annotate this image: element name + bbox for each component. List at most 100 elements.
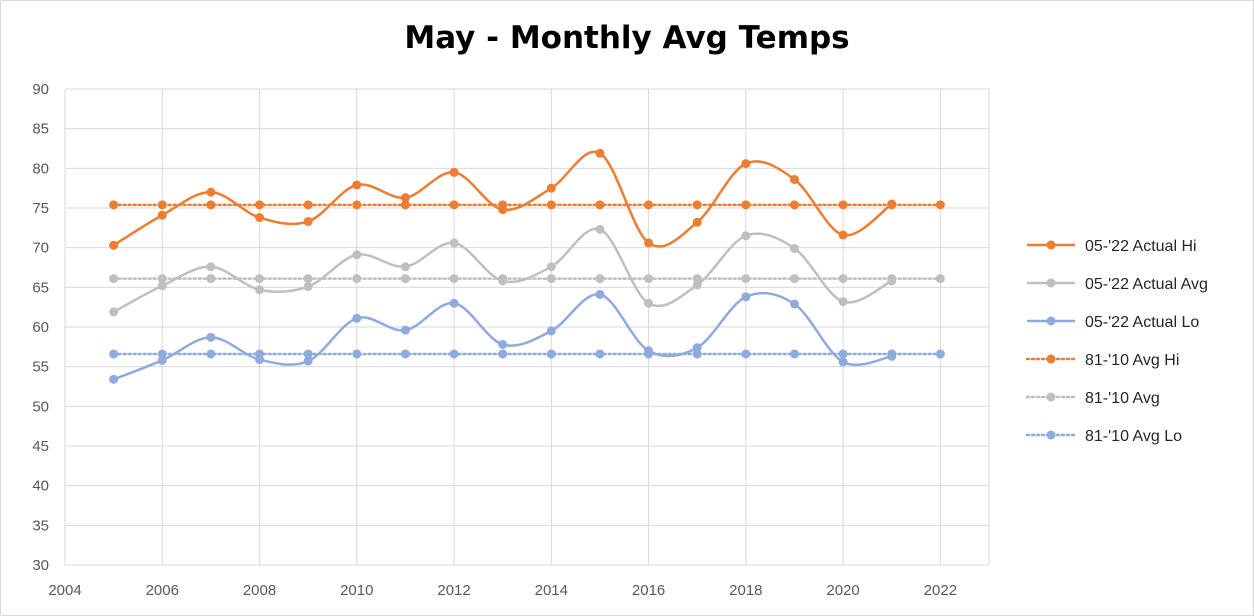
data-point <box>692 200 702 210</box>
data-point <box>109 274 119 284</box>
x-tick-label: 2014 <box>535 582 568 599</box>
legend-swatch-marker <box>1046 316 1056 326</box>
legend-label: 05-'22 Actual Hi <box>1085 238 1197 255</box>
data-point <box>595 289 605 299</box>
data-point <box>157 200 167 210</box>
data-point <box>400 325 410 335</box>
data-point <box>109 349 119 359</box>
x-tick-label: 2016 <box>632 582 665 599</box>
y-axis-ticks: 30 35 40 45 50 55 60 65 70 75 80 85 90 <box>32 81 49 574</box>
data-point <box>644 298 654 308</box>
data-point <box>741 274 751 284</box>
data-point <box>255 200 265 210</box>
data-point <box>449 238 459 248</box>
data-point <box>352 274 362 284</box>
data-point <box>303 282 313 292</box>
series-4 <box>109 274 945 284</box>
x-axis-ticks: 2004 2006 2008 2010 2012 2014 2016 2018 2020 2022 <box>48 582 957 599</box>
data-point <box>157 210 167 220</box>
data-point <box>546 274 556 284</box>
data-point <box>692 217 702 227</box>
data-point <box>546 349 556 359</box>
y-tick-label: 55 <box>32 359 49 376</box>
y-tick-label: 90 <box>32 81 49 98</box>
legend-label: 05-'22 Actual Lo <box>1085 314 1199 331</box>
data-point <box>644 200 654 210</box>
data-point <box>303 349 313 359</box>
data-point <box>692 274 702 284</box>
data-point <box>303 200 313 210</box>
chart-title: May - Monthly Avg Temps <box>404 20 850 56</box>
data-point <box>498 349 508 359</box>
data-point <box>206 274 216 284</box>
data-point <box>303 356 313 366</box>
data-point <box>595 200 605 210</box>
y-tick-label: 75 <box>32 200 49 217</box>
data-point <box>838 357 848 367</box>
data-point <box>255 274 265 284</box>
data-point <box>157 281 167 291</box>
data-point <box>109 200 119 210</box>
data-point <box>935 200 945 210</box>
data-point <box>109 307 119 317</box>
data-point <box>789 200 799 210</box>
series-5 <box>109 349 945 359</box>
data-point <box>789 299 799 309</box>
series-0 <box>109 148 897 250</box>
data-point <box>206 200 216 210</box>
data-point <box>206 332 216 342</box>
data-point <box>400 274 410 284</box>
legend-swatch-marker <box>1046 430 1056 440</box>
data-point <box>352 180 362 190</box>
legend-label: 81-'10 Avg Hi <box>1085 352 1179 369</box>
data-point <box>498 339 508 349</box>
data-point <box>109 240 119 250</box>
data-point <box>692 280 702 290</box>
y-tick-label: 70 <box>32 240 49 257</box>
series-2 <box>109 289 897 384</box>
data-point <box>887 276 897 286</box>
data-point <box>741 231 751 241</box>
data-point <box>157 349 167 359</box>
data-point <box>546 262 556 272</box>
x-tick-label: 2008 <box>243 582 276 599</box>
legend-label: 81-'10 Avg Lo <box>1085 428 1182 445</box>
data-point <box>546 326 556 336</box>
x-tick-label: 2006 <box>146 582 179 599</box>
data-point <box>838 297 848 307</box>
y-tick-label: 60 <box>32 319 49 336</box>
data-point <box>206 187 216 197</box>
data-point <box>449 274 459 284</box>
legend-item: 81-'10 Avg <box>1025 390 1160 407</box>
data-point <box>157 355 167 365</box>
x-tick-label: 2018 <box>729 582 762 599</box>
legend-swatch-marker <box>1046 278 1056 288</box>
data-point <box>692 349 702 359</box>
data-point <box>935 274 945 284</box>
data-point <box>352 200 362 210</box>
data-point <box>400 193 410 203</box>
legend-swatch-marker <box>1046 240 1056 250</box>
gridlines <box>64 88 990 566</box>
data-point <box>498 276 508 286</box>
x-tick-label: 2022 <box>924 582 957 599</box>
data-point <box>352 349 362 359</box>
y-tick-label: 30 <box>32 557 49 574</box>
data-point <box>789 274 799 284</box>
data-point <box>546 183 556 193</box>
data-point <box>206 349 216 359</box>
data-point <box>644 274 654 284</box>
data-point <box>400 200 410 210</box>
series-group <box>109 148 945 384</box>
legend: 05-'22 Actual Hi 05-'22 Actual Avg 05-'22 … <box>1025 238 1208 445</box>
data-point <box>400 262 410 272</box>
data-point <box>838 349 848 359</box>
data-point <box>546 200 556 210</box>
data-point <box>644 346 654 356</box>
legend-swatch-marker <box>1046 392 1056 402</box>
legend-item: 81-'10 Avg Hi <box>1025 352 1179 369</box>
data-point <box>595 224 605 234</box>
legend-item: 05-'22 Actual Hi <box>1027 238 1197 255</box>
data-point <box>838 274 848 284</box>
